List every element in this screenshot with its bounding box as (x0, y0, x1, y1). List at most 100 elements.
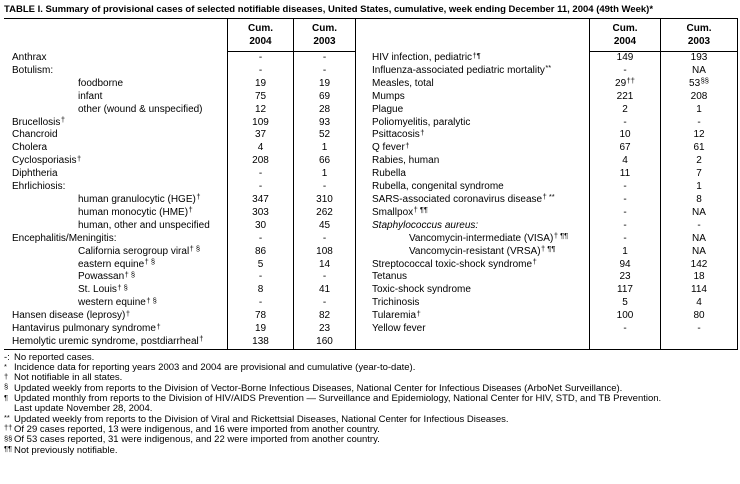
value-cum-2004: - (589, 219, 660, 233)
value-cum-2003: - (293, 297, 356, 311)
disease-label: Cyclosporiasis† (12, 153, 82, 167)
value-cum-2004: - (589, 64, 660, 78)
footnote-marker: † § (117, 282, 128, 292)
value-cum-2004: 23 (589, 271, 660, 285)
value-cum-2004: 117 (589, 284, 660, 298)
footnote-text: Updated monthly from reports to the Divi… (14, 393, 662, 415)
table-header-right: Cum. 2004 Cum. 2003 (356, 19, 738, 52)
summary-table: Cum. 2004 Cum. 2003 Anthrax - - Botulism: - -… (4, 18, 738, 350)
table-row: western equine† § - - (4, 296, 356, 311)
table-row: Diphtheria -1 (4, 168, 356, 182)
table-row: human, other and unspecified 30 45 (4, 219, 356, 233)
value-cum-2003: 14 (293, 258, 356, 272)
footnote: ** Updated weekly from reports to the Div… (4, 413, 740, 425)
value-cum-2004: 4 (589, 155, 660, 169)
table-row: Trichinosis 5 4 (356, 297, 738, 311)
table-row: Smallpox† ¶¶ - NA (356, 205, 738, 220)
disease-label: Rabies, human (372, 155, 440, 167)
value-cum-2004: 347 (227, 193, 293, 207)
disease-label: Rubella (372, 168, 406, 180)
disease-label: SARS-associated coronavirus disease† ** (372, 192, 555, 205)
footnote-marker: ** (4, 413, 10, 423)
table-row: Encephalitis/Meningitis: - - (4, 232, 356, 246)
value-cum-2004: - (227, 297, 293, 311)
footnote: * Incidence data for reporting years 2003… (4, 362, 740, 373)
value-cum-2004: - (227, 64, 293, 78)
value-cum-2003: - (660, 116, 738, 130)
table-row: Powassan† § - - (4, 269, 356, 285)
value-cum-2003: 1 (293, 142, 356, 156)
col-header-cum-2003: Cum. 2003 (660, 19, 738, 52)
footnote-marker: † § (144, 257, 156, 266)
disease-label: Influenza-associated pediatric mortality… (372, 63, 552, 76)
value-cum-2004: 94 (589, 258, 660, 272)
value-cum-2003: 4 (660, 297, 738, 311)
table-row: Hantavirus pulmonary syndrome† 19 23 (4, 321, 356, 336)
table-row: Measles, total 29†† 53§§ (356, 76, 738, 91)
disease-label: infant (78, 90, 103, 102)
value-cum-2004: 221 (589, 90, 660, 104)
value-cum-2003: - (660, 323, 738, 336)
table-row: HIV infection, pediatric†¶ 149 193 (356, 51, 738, 65)
value-cum-2003: 23 (293, 323, 356, 336)
value-cum-2004: 8 (227, 284, 293, 298)
disease-label: Tularemia† (372, 308, 421, 322)
value-cum-2004: 100 (589, 310, 660, 324)
disease-label: Smallpox† ¶¶ (372, 205, 428, 218)
value-cum-2004: 10 (589, 129, 660, 143)
empty-cell (589, 335, 660, 349)
disease-label: Tetanus (372, 271, 408, 283)
footnote-text: Not notifiable in all states. (14, 372, 123, 384)
value-cum-2004: 30 (227, 219, 293, 233)
disease-label: Anthrax (12, 52, 47, 63)
disease-label: St. Louis† § (78, 282, 128, 296)
table-row: Tularemia† 100 80 (356, 308, 738, 324)
disease-label: Vancomycin-resistant (VRSA)† ¶¶ (409, 244, 556, 257)
footnote-marker: † (4, 371, 9, 381)
disease-label: Toxic-shock syndrome (372, 284, 471, 296)
disease-label: Ehrlichiosis: (12, 181, 66, 193)
footnote-marker: † § (124, 269, 136, 279)
value-cum-2004: - (589, 116, 660, 130)
disease-label: Hansen disease (leprosy)† (12, 308, 131, 322)
table-row: California serogroup viral† § 86 108 (4, 244, 356, 259)
table-row: Ehrlichiosis: - - (4, 181, 356, 194)
value-cum-2004: - (589, 206, 660, 220)
table-row: Botulism: - - (4, 64, 356, 78)
table-row: foodborne 19 19 (4, 77, 356, 91)
disease-label: Encephalitis/Meningitis: (12, 232, 117, 244)
disease-label: Botulism: (12, 64, 54, 76)
table-row: Hemolytic uremic syndrome, postdiarrheal… (4, 334, 356, 349)
disease-label: Hantavirus pulmonary syndrome† (12, 321, 161, 335)
disease-label: Mumps (372, 90, 405, 102)
footnote: ¶¶ Not previously notifiable. (4, 444, 740, 456)
footnote-marker: † (405, 140, 410, 150)
value-cum-2004: 5 (227, 258, 293, 272)
footnote-marker: † (188, 205, 193, 215)
value-cum-2003: 208 (660, 90, 738, 104)
table-row: Poliomyelitis, paralytic - - (356, 116, 738, 130)
value-cum-2004: 138 (227, 335, 293, 349)
disease-label: Powassan† § (78, 269, 136, 283)
header-spacer (356, 19, 589, 52)
col-header-cum-2004: Cum. 2004 (227, 19, 293, 52)
disease-label: human monocytic (HME)† (78, 205, 193, 218)
footnote-marker: † ** (542, 192, 555, 202)
value-cum-2003: 69 (293, 90, 356, 104)
footnote-text: Of 29 cases reported, 13 were indigenous… (14, 423, 380, 435)
value-cum-2003: 41 (293, 284, 356, 298)
footnote-marker: † (416, 308, 421, 318)
disease-label: human, other and unspecified (78, 219, 210, 231)
footnote-marker: †† (626, 76, 635, 86)
table-row: Vancomycin-resistant (VRSA)† ¶¶ 1 NA (356, 244, 738, 259)
table-row: Anthrax - - (4, 52, 356, 65)
disease-label: Chancroid (12, 129, 58, 141)
footnote-marker: † ¶¶ (541, 244, 556, 254)
footnote-marker: † (532, 257, 537, 266)
table-row: Rabies, human 4 2 (356, 155, 738, 169)
value-cum-2004: - (227, 271, 293, 285)
table-right-panel: Cum. 2004 Cum. 2003 HIV infection, pedia… (356, 19, 738, 349)
table-row: Tetanus 23 18 (356, 271, 738, 285)
footnote-marker: † (196, 192, 201, 202)
